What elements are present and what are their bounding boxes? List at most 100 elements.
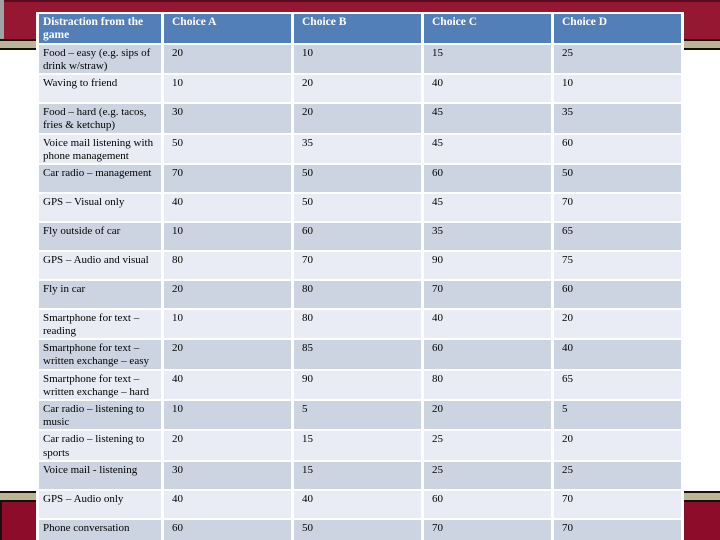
choice-d-value: 20 [554,431,681,460]
choice-d-value: 25 [554,44,681,74]
choice-c-value: 25 [424,431,551,460]
row-label: Car radio – management [39,164,161,192]
row-label: Fly outside of car [39,222,161,250]
choice-a-value: 30 [164,461,291,489]
table-row: Smartphone for text – written exchange –… [39,340,681,369]
choice-c-value: 80 [424,370,551,399]
choice-c-value: 35 [424,222,551,250]
choice-d-value: 60 [554,280,681,308]
choice-a-value: 60 [164,519,291,540]
choice-a-value: 40 [164,490,291,518]
choice-d-value: 5 [554,401,681,430]
row-label: Voice mail - listening [39,461,161,489]
choice-d-value: 20 [554,309,681,339]
choice-b-value: 70 [294,251,421,279]
choice-b-value: 5 [294,401,421,430]
choice-d-value: 70 [554,490,681,518]
table-header-row: Distraction from the game Choice A Choic… [39,14,681,43]
column-header-choice-a: Choice A [164,14,291,43]
row-label: Fly in car [39,280,161,308]
row-label: Phone conversation [39,519,161,540]
top-left-edge-strip [0,0,4,39]
row-label: Smartphone for text – reading [39,309,161,339]
table-row: GPS – Visual only 40 50 45 70 [39,193,681,221]
table-row: Smartphone for text – reading 10 80 40 2… [39,309,681,339]
choice-d-value: 70 [554,519,681,540]
column-header-choice-b: Choice B [294,14,421,43]
choice-d-value: 70 [554,193,681,221]
column-header-choice-c: Choice C [424,14,551,43]
choice-c-value: 90 [424,251,551,279]
choice-d-value: 35 [554,104,681,133]
table-row: Fly outside of car 10 60 35 65 [39,222,681,250]
choice-b-value: 60 [294,222,421,250]
table-row: Phone conversation 60 50 70 70 [39,519,681,540]
choice-c-value: 20 [424,401,551,430]
choice-c-value: 70 [424,280,551,308]
choice-c-value: 70 [424,519,551,540]
choice-b-value: 90 [294,370,421,399]
choice-c-value: 60 [424,164,551,192]
choice-b-value: 50 [294,193,421,221]
column-header-distraction: Distraction from the game [39,14,161,43]
choice-b-value: 50 [294,164,421,192]
choice-c-value: 45 [424,104,551,133]
row-label: Car radio – listening to sports [39,431,161,460]
row-label: Food – easy (e.g. sips of drink w/straw) [39,44,161,74]
choice-b-value: 80 [294,309,421,339]
choice-c-value: 60 [424,490,551,518]
table-row: Car radio – listening to music 10 5 20 5 [39,401,681,430]
table-row: GPS – Audio only 40 40 60 70 [39,490,681,518]
choice-a-value: 10 [164,401,291,430]
choice-a-value: 20 [164,44,291,74]
row-label: GPS – Audio and visual [39,251,161,279]
choice-a-value: 50 [164,134,291,163]
table-row: Food – hard (e.g. tacos, fries & ketchup… [39,104,681,133]
table-row: Waving to friend 10 20 40 10 [39,75,681,103]
row-label: Car radio – listening to music [39,401,161,430]
choice-d-value: 10 [554,75,681,103]
choice-b-value: 35 [294,134,421,163]
choice-d-value: 65 [554,222,681,250]
top-edge-line [0,0,720,2]
choice-c-value: 40 [424,309,551,339]
choice-d-value: 75 [554,251,681,279]
choice-d-value: 60 [554,134,681,163]
row-label: Waving to friend [39,75,161,103]
distraction-table-grid: Distraction from the game Choice A Choic… [36,12,684,540]
choice-c-value: 45 [424,193,551,221]
choice-d-value: 65 [554,370,681,399]
choice-c-value: 60 [424,340,551,369]
bottom-left-edge-strip [0,502,2,540]
choice-b-value: 85 [294,340,421,369]
table-row: Fly in car 20 80 70 60 [39,280,681,308]
choice-d-value: 50 [554,164,681,192]
choice-a-value: 10 [164,222,291,250]
table-row: Car radio – management 70 50 60 50 [39,164,681,192]
table-row: Smartphone for text – written exchange –… [39,370,681,399]
table-row: Voice mail listening with phone manageme… [39,134,681,163]
choice-a-value: 80 [164,251,291,279]
choice-b-value: 15 [294,431,421,460]
choice-c-value: 15 [424,44,551,74]
table-row: Food – easy (e.g. sips of drink w/straw)… [39,44,681,74]
choice-d-value: 25 [554,461,681,489]
row-label: Food – hard (e.g. tacos, fries & ketchup… [39,104,161,133]
choice-a-value: 20 [164,280,291,308]
choice-a-value: 70 [164,164,291,192]
row-label: Voice mail listening with phone manageme… [39,134,161,163]
table-row: Voice mail - listening 30 15 25 25 [39,461,681,489]
choice-a-value: 20 [164,340,291,369]
choice-b-value: 10 [294,44,421,74]
choice-b-value: 15 [294,461,421,489]
row-label: GPS – Visual only [39,193,161,221]
choice-a-value: 10 [164,309,291,339]
choice-c-value: 45 [424,134,551,163]
choice-c-value: 40 [424,75,551,103]
distraction-table: Distraction from the game Choice A Choic… [36,12,684,540]
table-row: Car radio – listening to sports 20 15 25… [39,431,681,460]
choice-b-value: 50 [294,519,421,540]
choice-b-value: 40 [294,490,421,518]
row-label: GPS – Audio only [39,490,161,518]
choice-a-value: 40 [164,370,291,399]
